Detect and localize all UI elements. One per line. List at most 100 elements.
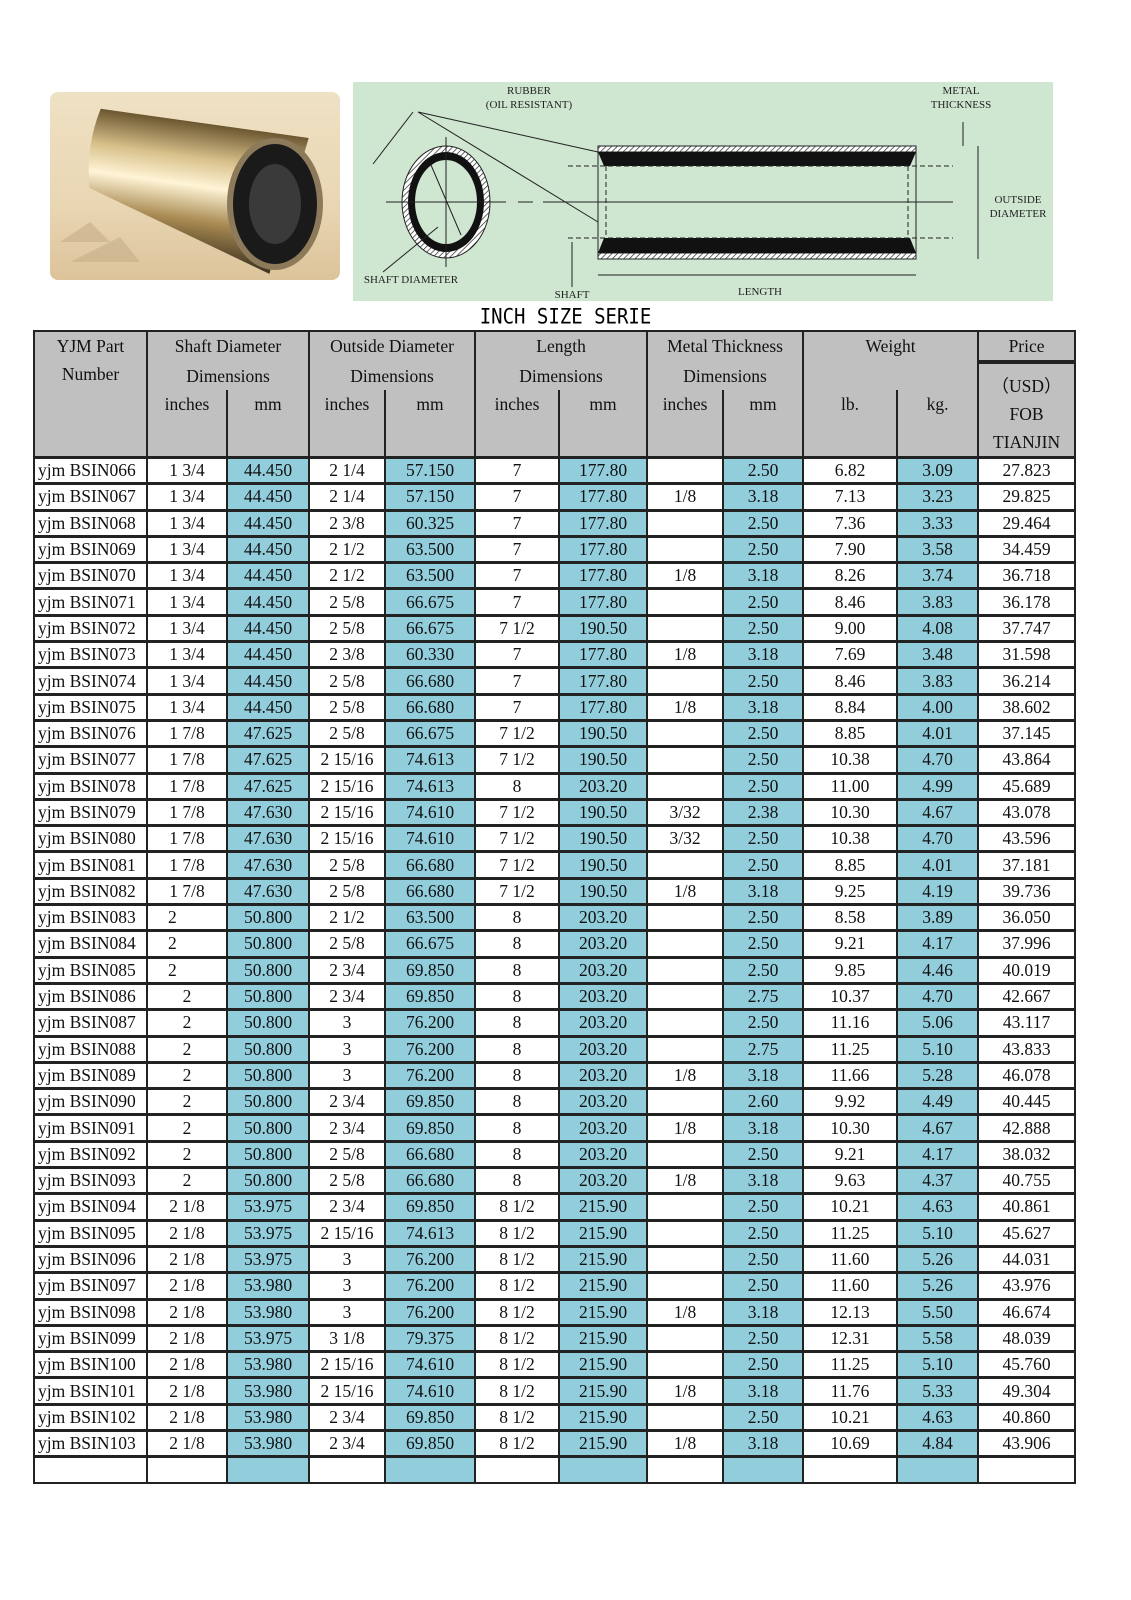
cell-length-mm: 215.90 — [558, 1324, 649, 1353]
cell-outside-mm: 66.675 — [384, 719, 477, 748]
cell-weight-kg: 4.99 — [896, 772, 980, 801]
bearing-product-photo — [50, 92, 340, 280]
table-row: yjm BSIN098 2 1/8 53.980 3 76.200 8 1/2 215.90… — [33, 1297, 1077, 1327]
cell-metal-mm: 2.50 — [722, 1192, 805, 1222]
cell-shaft-mm: 53.980 — [225, 1297, 311, 1327]
cell-weight-kg: 4.19 — [896, 877, 980, 906]
cell-part-number: yjm BSIN096 — [33, 1245, 148, 1274]
cell-weight-kg: 3.89 — [896, 903, 980, 932]
cell-length-inches: 8 — [474, 1061, 561, 1090]
cell-shaft-mm: 47.630 — [225, 824, 311, 853]
cell-price-usd: 43.117 — [977, 1008, 1077, 1038]
cell-length-inches: 7 — [474, 693, 561, 722]
cell-length-inches: 7 — [474, 640, 561, 669]
table-row: yjm BSIN086 2 50.800 2 3/4 69.850 8 203.20 2.75… — [33, 982, 1077, 1011]
cell-outside-inches: 3 — [308, 1245, 387, 1274]
header-metal-thickness: Metal Thickness — [646, 330, 805, 362]
cell-shaft-mm: 50.800 — [225, 903, 311, 932]
cell-length-mm: 215.90 — [558, 1403, 649, 1432]
header-outside-dimensions: Dimensions — [308, 362, 477, 390]
cell-length-mm: 177.80 — [558, 535, 649, 564]
cell-weight-lb: 8.85 — [802, 850, 899, 880]
cell-weight-kg: 5.06 — [896, 1008, 980, 1038]
cell-outside-inches: 2 15/16 — [308, 1350, 387, 1379]
cell-weight-lb: 9.00 — [802, 614, 899, 643]
cell-shaft-inches: 1 7/8 — [146, 745, 228, 775]
cell-length-inches: 7 — [474, 509, 561, 538]
cell-length-inches: 8 1/2 — [474, 1376, 561, 1406]
cell-price-usd: 36.214 — [977, 666, 1077, 696]
cell-metal-inches — [646, 1324, 725, 1353]
cell-outside-mm: 74.610 — [384, 798, 477, 827]
cell-length-mm: 190.50 — [558, 719, 649, 748]
cell-part-number — [33, 1455, 148, 1484]
table-row: yjm BSIN089 2 50.800 3 76.200 8 203.20 1/8 3.18 1… — [33, 1061, 1077, 1090]
cell-length-mm: 203.20 — [558, 1087, 649, 1116]
cell-weight-kg: 4.84 — [896, 1429, 980, 1458]
cell-outside-mm: 60.330 — [384, 640, 477, 669]
cell-length-mm: 203.20 — [558, 1035, 649, 1064]
cell-weight-kg: 5.28 — [896, 1061, 980, 1090]
cell-metal-inches — [646, 1140, 725, 1169]
cell-part-number: yjm BSIN103 — [33, 1429, 148, 1458]
cell-metal-mm: 2.50 — [722, 956, 805, 985]
cell-length-inches: 7 — [474, 587, 561, 617]
table-row: yjm BSIN099 2 1/8 53.975 3 1/8 79.375 8 1/2 21… — [33, 1324, 1077, 1353]
cell-metal-mm: 3.18 — [722, 561, 805, 590]
cell-part-number: yjm BSIN067 — [33, 482, 148, 512]
cell-length-mm: 190.50 — [558, 614, 649, 643]
cell-shaft-mm: 53.980 — [225, 1271, 311, 1301]
cell-shaft-inches: 1 7/8 — [146, 877, 228, 906]
cell-weight-lb: 10.38 — [802, 745, 899, 775]
cell-metal-mm: 2.50 — [722, 535, 805, 564]
cell-outside-mm: 63.500 — [384, 535, 477, 564]
cell-part-number: yjm BSIN099 — [33, 1324, 148, 1353]
cell-part-number: yjm BSIN081 — [33, 850, 148, 880]
cell-outside-inches: 3 — [308, 1035, 387, 1064]
cell-length-inches: 7 — [474, 535, 561, 564]
cell-outside-mm: 69.850 — [384, 1113, 477, 1143]
cell-price-usd: 37.996 — [977, 929, 1077, 959]
cell-outside-inches: 3 1/8 — [308, 1324, 387, 1353]
cell-outside-inches: 2 3/4 — [308, 956, 387, 985]
cell-shaft-inches: 2 — [146, 1166, 228, 1195]
cell-length-inches: 8 — [474, 1140, 561, 1169]
cell-length-inches: 7 — [474, 482, 561, 512]
cell-length-inches: 8 — [474, 1166, 561, 1195]
cell-price-usd: 36.050 — [977, 903, 1077, 932]
cell-length-mm: 190.50 — [558, 745, 649, 775]
cell-price-usd: 43.906 — [977, 1429, 1077, 1458]
cell-part-number: yjm BSIN085 — [33, 956, 148, 985]
cell-weight-kg: 4.37 — [896, 1166, 980, 1195]
cell-price-usd: 42.888 — [977, 1113, 1077, 1143]
cell-part-number: yjm BSIN088 — [33, 1035, 148, 1064]
cell-shaft-inches: 2 1/8 — [146, 1297, 228, 1327]
cell-price-usd: 43.833 — [977, 1035, 1077, 1064]
cell-weight-lb: 9.21 — [802, 929, 899, 959]
cell-weight-lb: 11.76 — [802, 1376, 899, 1406]
cell-shaft-mm: 44.450 — [225, 482, 311, 512]
cell-shaft-inches: 1 7/8 — [146, 824, 228, 853]
header-outside-diameter: Outside Diameter — [308, 330, 477, 362]
cell-shaft-inches: 2 — [146, 1140, 228, 1169]
cell-weight-lb: 8.84 — [802, 693, 899, 722]
cell-weight-kg: 5.26 — [896, 1271, 980, 1301]
cell-metal-mm: 3.18 — [722, 877, 805, 906]
cell-part-number: yjm BSIN100 — [33, 1350, 148, 1379]
cell-metal-mm: 2.50 — [722, 850, 805, 880]
cell-outside-inches: 2 1/4 — [308, 456, 387, 485]
cell-part-number: yjm BSIN078 — [33, 772, 148, 801]
cell-shaft-mm: 44.450 — [225, 693, 311, 722]
cell-price-usd: 40.019 — [977, 956, 1077, 985]
cell-length-mm: 203.20 — [558, 1008, 649, 1038]
cell-metal-inches — [646, 1008, 725, 1038]
cell-part-number: yjm BSIN098 — [33, 1297, 148, 1327]
cell-metal-mm: 3.18 — [722, 640, 805, 669]
cell-shaft-inches: 1 7/8 — [146, 798, 228, 827]
header-length-inches: inches — [474, 390, 561, 459]
cell-outside-inches: 2 3/4 — [308, 1113, 387, 1143]
cell-length-inches: 7 1/2 — [474, 614, 561, 643]
table-row: yjm BSIN066 1 3/4 44.450 2 1/4 57.150 7 177.80… — [33, 456, 1077, 485]
cell-weight-lb: 8.85 — [802, 719, 899, 748]
cell-length-inches — [474, 1455, 561, 1484]
